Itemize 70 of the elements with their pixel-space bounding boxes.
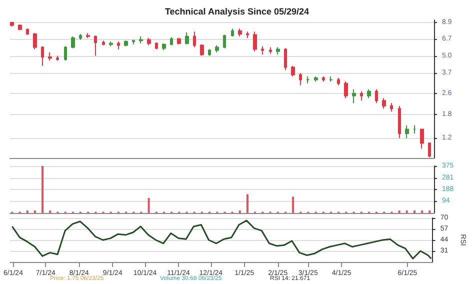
candlestick — [33, 32, 37, 50]
candlestick — [420, 128, 424, 150]
chart-title: Technical Analysis Since 05/29/24 — [164, 6, 310, 16]
candlestick — [390, 102, 393, 112]
candlestick — [269, 46, 272, 54]
candlestick — [398, 105, 401, 139]
candlestick — [306, 76, 310, 84]
candlestick — [284, 48, 287, 71]
candlestick — [208, 48, 211, 56]
candlestick — [139, 36, 143, 44]
bar — [34, 210, 36, 213]
candlestick — [253, 31, 257, 52]
candlestick — [382, 98, 386, 110]
candlestick — [223, 34, 226, 49]
bar — [292, 196, 294, 213]
candlestick — [177, 38, 181, 45]
candlestick — [329, 76, 333, 82]
candlestick — [147, 38, 151, 46]
candlestick — [155, 42, 158, 50]
candlestick — [170, 36, 173, 46]
candlestick — [299, 72, 302, 86]
bar — [421, 210, 424, 213]
candlestick — [102, 40, 105, 46]
candlestick — [337, 78, 340, 86]
candlestick — [200, 44, 204, 56]
bar — [428, 210, 431, 213]
bar — [246, 194, 248, 213]
candlestick — [291, 65, 295, 77]
line-series — [11, 220, 432, 260]
candlestick — [314, 76, 318, 82]
candlestick — [10, 21, 14, 28]
candlestick — [86, 32, 90, 39]
candlestick — [117, 41, 120, 50]
bar — [398, 210, 400, 213]
candlestick — [162, 42, 166, 51]
candlestick — [109, 41, 113, 47]
candlestick — [352, 88, 356, 104]
bar — [42, 166, 44, 213]
candlestick — [26, 28, 29, 36]
candlestick — [56, 55, 59, 62]
candlestick — [238, 28, 242, 37]
candlestick — [367, 88, 371, 99]
candlestick — [231, 28, 234, 37]
candlestick — [261, 46, 264, 56]
candlestick — [276, 46, 280, 56]
candlestick — [193, 31, 196, 48]
candlestick — [124, 40, 128, 47]
bar — [406, 210, 408, 213]
candlestick — [79, 33, 82, 40]
candlestick — [344, 81, 348, 99]
bar — [49, 210, 52, 213]
candlestick — [132, 39, 135, 45]
candlestick — [246, 31, 249, 39]
bar — [26, 210, 28, 213]
candlestick — [322, 76, 325, 82]
candlestick — [41, 46, 44, 66]
candlestick — [64, 46, 67, 62]
candlestick — [71, 36, 75, 49]
bar — [413, 210, 416, 213]
candlestick — [215, 44, 219, 53]
candlestick — [375, 88, 378, 104]
bar — [148, 198, 150, 213]
candlestick — [94, 35, 97, 56]
candlestick — [413, 124, 416, 134]
candlestick — [185, 32, 189, 45]
candlestick — [360, 90, 363, 102]
candlestick — [48, 52, 52, 62]
candlestick — [18, 24, 22, 31]
bar — [238, 210, 241, 213]
candlestick — [405, 124, 409, 139]
